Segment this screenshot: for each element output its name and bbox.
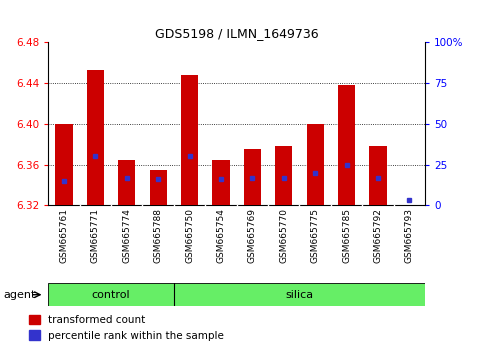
Title: GDS5198 / ILMN_1649736: GDS5198 / ILMN_1649736 [155,27,318,40]
Bar [56,124,72,205]
Bar [275,146,292,205]
Bar [307,124,324,205]
Bar [174,283,425,306]
Bar [150,170,167,205]
Bar [213,160,229,205]
Text: agent: agent [4,290,36,300]
Legend: transformed count, percentile rank within the sample: transformed count, percentile rank withi… [29,315,224,341]
Text: silica: silica [285,290,313,300]
Bar [244,149,261,205]
Bar [118,160,135,205]
Bar [181,75,198,205]
Bar [48,283,174,306]
Bar [87,70,104,205]
Bar [369,146,386,205]
Text: control: control [92,290,130,300]
Bar [338,85,355,205]
